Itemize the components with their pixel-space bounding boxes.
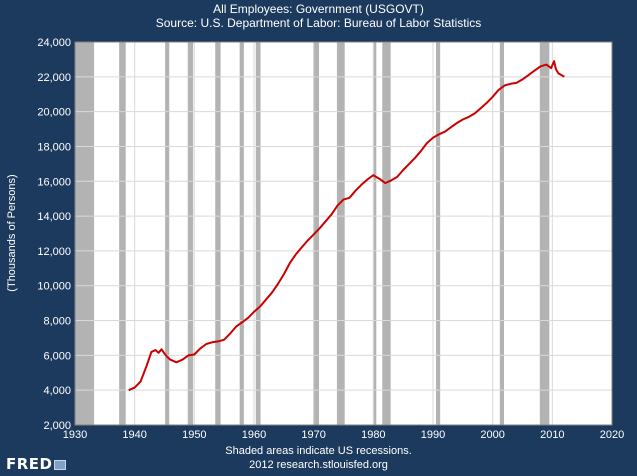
recession-band xyxy=(187,42,194,425)
y-tick-label: 22,000 xyxy=(37,72,71,84)
recession-band xyxy=(119,42,126,425)
x-axis-ticks: 1930 1940 1950 1960 1970 1980 1990 2000 2010 2020 xyxy=(63,429,624,441)
x-tick-label: 1970 xyxy=(301,429,325,441)
y-tick-label: 6,000 xyxy=(43,350,71,362)
chart-title: All Employees: Government (USGOVT) xyxy=(213,2,424,16)
gridlines xyxy=(74,41,613,426)
x-tick-label: 2000 xyxy=(480,429,504,441)
y-tick-label: 14,000 xyxy=(37,211,71,223)
recession-shading xyxy=(75,42,550,425)
recession-band xyxy=(373,42,377,425)
recession-note: Shaded areas indicate US recessions. xyxy=(225,445,412,457)
recession-band xyxy=(539,42,550,425)
recession-band xyxy=(382,42,391,425)
y-tick-label: 8,000 xyxy=(43,316,71,328)
y-tick-label: 16,000 xyxy=(37,176,71,188)
x-tick-label: 1990 xyxy=(421,429,445,441)
y-tick-label: 2,000 xyxy=(43,420,71,432)
x-tick-label: 2010 xyxy=(540,429,564,441)
fred-logo-chart-icon xyxy=(54,460,66,470)
recession-band xyxy=(435,42,441,425)
recession-band xyxy=(336,42,345,425)
y-axis-title: (Thousands of Persons) xyxy=(6,174,18,291)
series-line xyxy=(128,60,565,392)
y-tick-label: 10,000 xyxy=(37,281,71,293)
series-layer xyxy=(128,60,565,392)
recession-band xyxy=(313,42,320,425)
recession-band xyxy=(239,42,244,425)
y-tick-label: 20,000 xyxy=(37,107,71,119)
plot-border xyxy=(74,41,613,426)
source-url: 2012 research.stlouisfed.org xyxy=(249,459,388,471)
x-tick-label: 1950 xyxy=(182,429,206,441)
x-tick-label: 1930 xyxy=(63,429,87,441)
chart-subtitle: Source: U.S. Department of Labor: Bureau… xyxy=(155,16,482,30)
y-axis-ticks: 2,000 4,000 6,000 8,000 10,000 12,000 14,000 16… xyxy=(37,37,71,432)
recession-band xyxy=(255,42,261,425)
y-tick-label: 12,000 xyxy=(37,246,71,258)
x-tick-label: 2020 xyxy=(600,429,624,441)
recession-band xyxy=(165,42,170,425)
y-tick-label: 24,000 xyxy=(37,37,71,49)
x-tick-label: 1940 xyxy=(122,429,146,441)
recession-band xyxy=(75,42,95,425)
recession-band xyxy=(215,42,221,425)
y-tick-label: 18,000 xyxy=(37,141,71,153)
x-tick-label: 1980 xyxy=(361,429,385,441)
fred-logo: FRED xyxy=(6,455,53,473)
recession-band xyxy=(499,42,505,425)
y-tick-label: 4,000 xyxy=(43,385,71,397)
x-tick-label: 1960 xyxy=(242,429,266,441)
